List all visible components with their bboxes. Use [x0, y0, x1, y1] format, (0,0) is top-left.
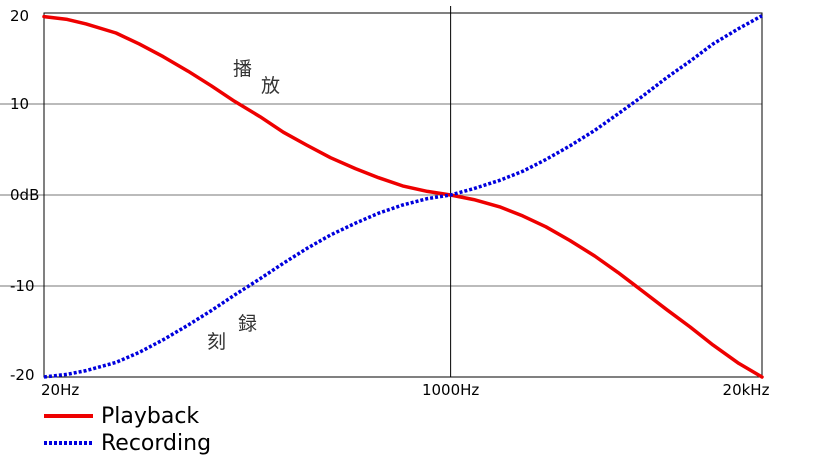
y-tick-label: -20 — [10, 366, 35, 384]
series-line-playback — [42, 14, 764, 379]
grid-lines — [0, 6, 762, 377]
x-axis-ticks: 20Hz 1000Hz 20kHz — [41, 381, 770, 399]
annotation-label: 播 — [233, 58, 252, 80]
y-tick-label: -10 — [10, 277, 35, 295]
series-line-recording — [43, 14, 763, 379]
y-tick-label: 20 — [10, 7, 29, 25]
series-group — [42, 14, 764, 379]
annotation-label: 放 — [261, 75, 280, 97]
y-axis-ticks: 20 10 0dB -10 -20 — [10, 7, 39, 384]
legend-label-playback: Playback — [101, 404, 199, 429]
x-tick-label: 20kHz — [723, 381, 770, 399]
plot-area-frame — [43, 12, 763, 378]
y-tick-label: 0dB — [10, 186, 39, 204]
x-tick-label: 1000Hz — [422, 381, 479, 399]
annotation-label: 刻 — [207, 331, 226, 353]
legend-label-recording: Recording — [101, 431, 211, 456]
y-tick-label: 10 — [10, 95, 29, 113]
annotation-label: 録 — [238, 313, 257, 335]
x-tick-label: 20Hz — [41, 381, 79, 399]
